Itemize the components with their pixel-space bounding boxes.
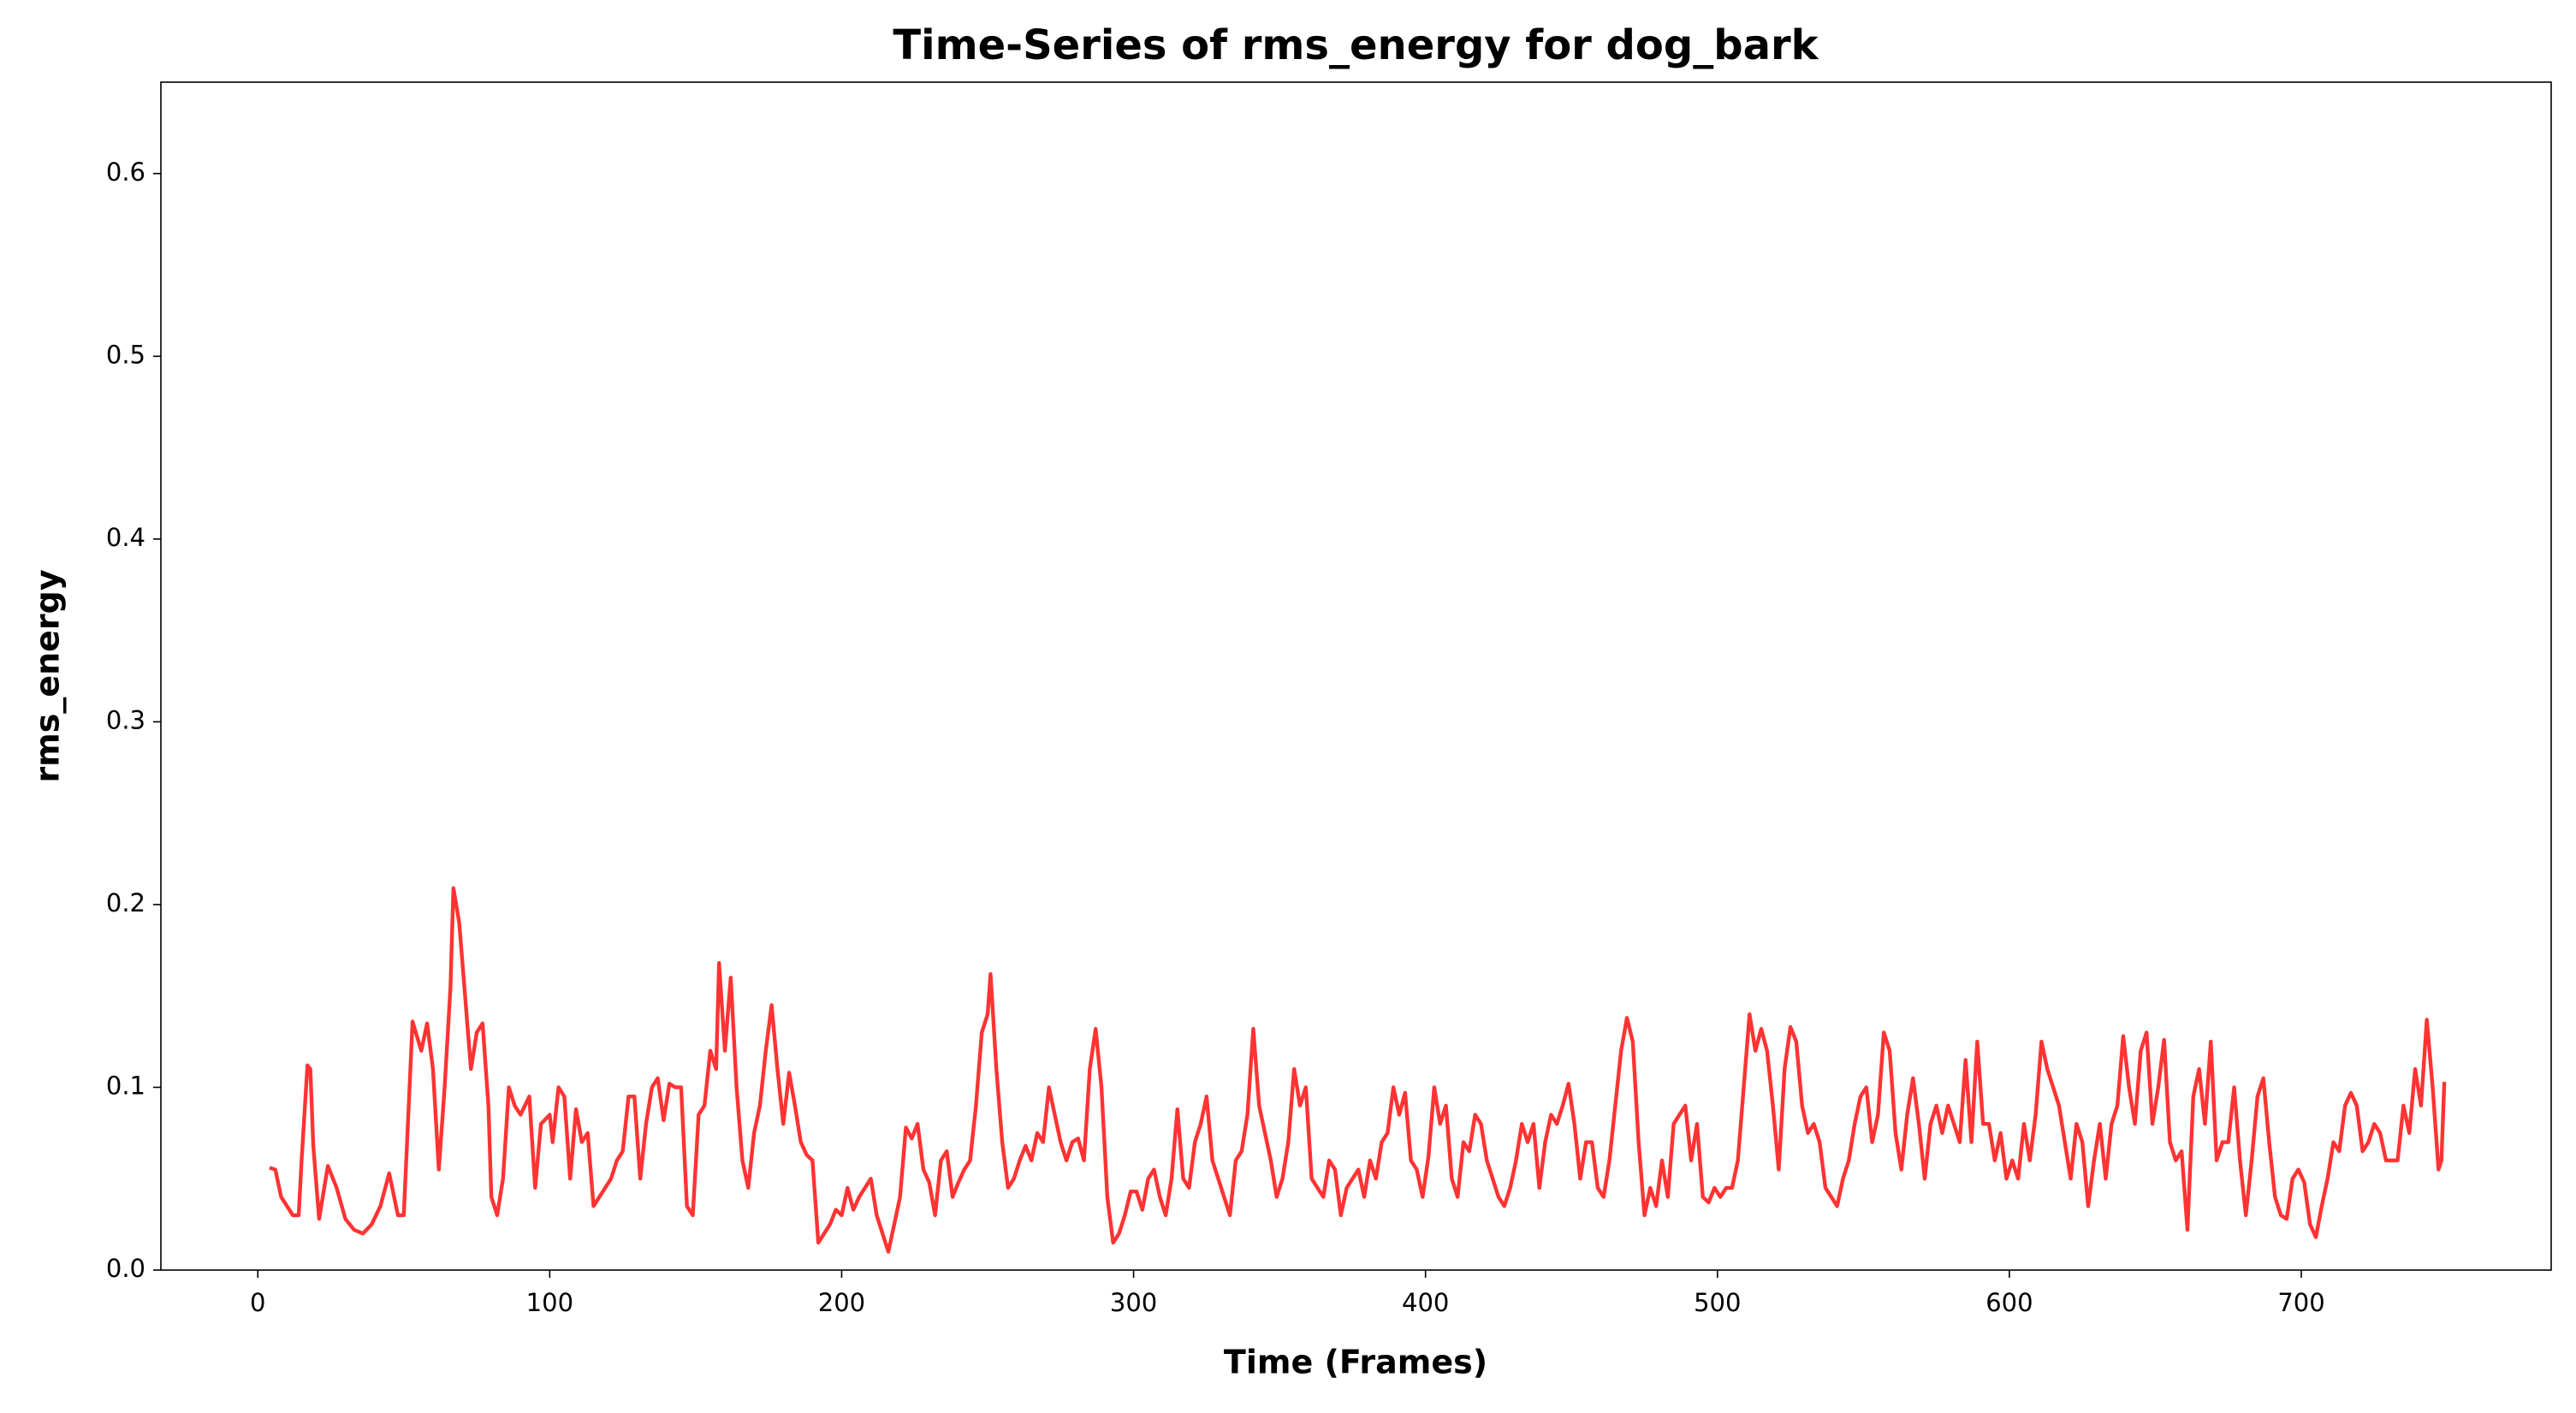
x-tick-label: 300 [1110,1288,1157,1317]
x-tick-label: 700 [2277,1288,2324,1317]
x-tick-label: 400 [1402,1288,1449,1317]
y-tick-label: 0.4 [106,523,145,552]
x-tick-label: 200 [818,1288,865,1317]
x-axis-label: Time (Frames) [1224,1344,1487,1381]
y-tick-label: 0.0 [106,1254,145,1283]
data-line [269,886,2447,1254]
y-tick-label: 0.5 [106,340,145,369]
chart-title: Time-Series of rms_energy for dog_bark [893,21,1819,69]
x-tick-label: 500 [1694,1288,1741,1317]
y-tick-label: 0.6 [106,157,145,187]
y-tick-label: 0.1 [106,1071,145,1100]
x-tick-label: 100 [526,1288,573,1317]
x-tick-label: 600 [1985,1288,2033,1317]
y-tick-label: 0.3 [106,705,145,734]
x-tick-label: 0 [250,1288,265,1317]
plot-frame [160,81,2552,1271]
y-tick-label: 0.2 [106,888,145,917]
y-axis-label: rms_energy [29,569,67,782]
